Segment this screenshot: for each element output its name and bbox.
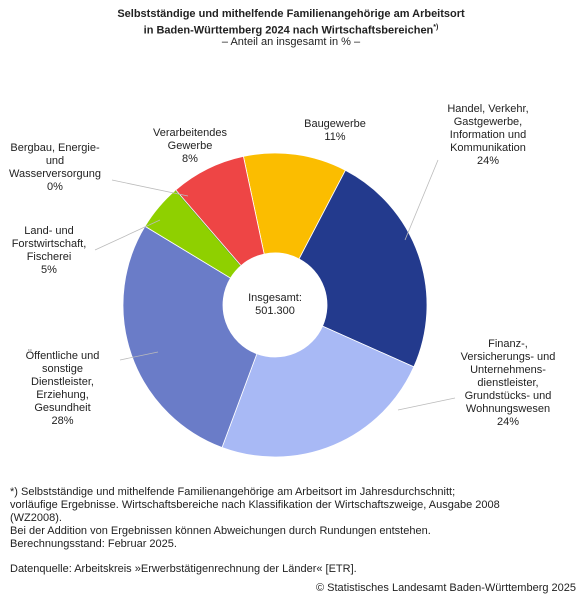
value-label: 11%: [324, 131, 346, 143]
title-block: Selbstständige und mithelfende Familiena…: [0, 8, 582, 38]
value-label: 28%: [51, 415, 74, 427]
chart-title: Selbstständige und mithelfende Familiena…: [117, 8, 465, 37]
leader-line: [119, 351, 159, 361]
value-label: 24%: [476, 155, 500, 167]
subtitle: – Anteil an insgesamt in % –: [221, 36, 361, 48]
footnote: *) Selbstständige und mithelfende Famili…: [10, 486, 500, 550]
slice-label: Bergbau, Energie- und Wasserversorgung: [9, 142, 101, 180]
slice-label: Baugewerbe: [304, 118, 366, 130]
value-label: 5%: [41, 264, 57, 276]
leader-line: [94, 219, 161, 251]
slice-label: Handel, Verkehr, Gastgewerbe, Informatio…: [447, 103, 529, 154]
title-note: *): [433, 24, 439, 31]
slice-label: Öffentliche und sonstige Dienstleister, …: [25, 350, 100, 414]
slice: [298, 169, 428, 368]
slice-label: Finanz-, Versicherungs- und Unternehmens…: [460, 338, 556, 415]
leader-line: [397, 397, 456, 411]
source: Datenquelle: Arbeitskreis »Erwerbstätige…: [10, 563, 357, 575]
copyright: © Statistisches Landesamt Baden-Württemb…: [315, 582, 576, 594]
slice: [122, 225, 258, 448]
leader-line: [111, 179, 189, 197]
value-label: 8%: [182, 153, 198, 165]
slice: [242, 152, 346, 260]
center-label: Insgesamt:: [248, 292, 302, 304]
value-label: 0%: [47, 181, 63, 193]
center-label: 501.300: [255, 305, 295, 317]
slice: [175, 155, 265, 267]
slice-label: Verarbeitendes Gewerbe: [153, 127, 227, 152]
slice: [221, 325, 415, 458]
leader-line: [404, 159, 439, 241]
slice-label: Land- und Forstwirtschaft, Fischerei: [11, 225, 87, 263]
value-label: 24%: [496, 416, 520, 428]
